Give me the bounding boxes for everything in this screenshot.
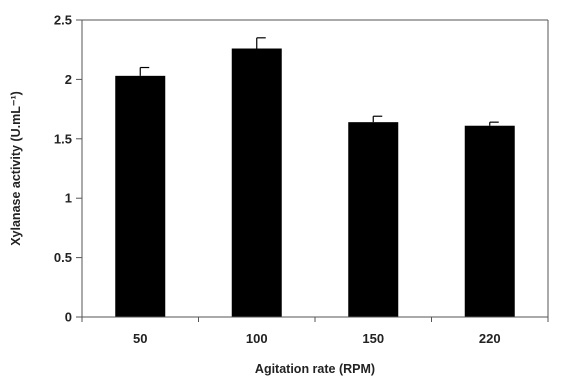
y-tick-label: 2 [65, 72, 72, 87]
y-axis-title: Xylanase activity (U.mL⁻¹) [9, 91, 23, 246]
error-bars-layer [139, 37, 499, 126]
bar [231, 48, 282, 318]
bar [464, 125, 515, 318]
y-tick-label: 1.5 [54, 131, 72, 146]
y-tick-label: 0.5 [54, 250, 72, 265]
bars-layer [115, 48, 515, 318]
x-tick-label: 50 [133, 331, 147, 346]
x-tick-label: 100 [246, 331, 268, 346]
x-ticks-layer: 50 100 150 220 [81, 317, 549, 346]
bar [115, 75, 166, 317]
bar [348, 122, 399, 317]
y-tick-label: 0 [65, 310, 72, 325]
x-tick-label: 220 [479, 331, 501, 346]
x-tick-label: 150 [362, 331, 384, 346]
y-ticks-layer: 0 0.5 1 1.5 2 2.5 [54, 13, 82, 325]
x-axis-title: Agitation rate (RPM) [255, 362, 375, 376]
y-tick-label: 2.5 [54, 13, 72, 28]
y-tick-label: 1 [65, 191, 72, 206]
